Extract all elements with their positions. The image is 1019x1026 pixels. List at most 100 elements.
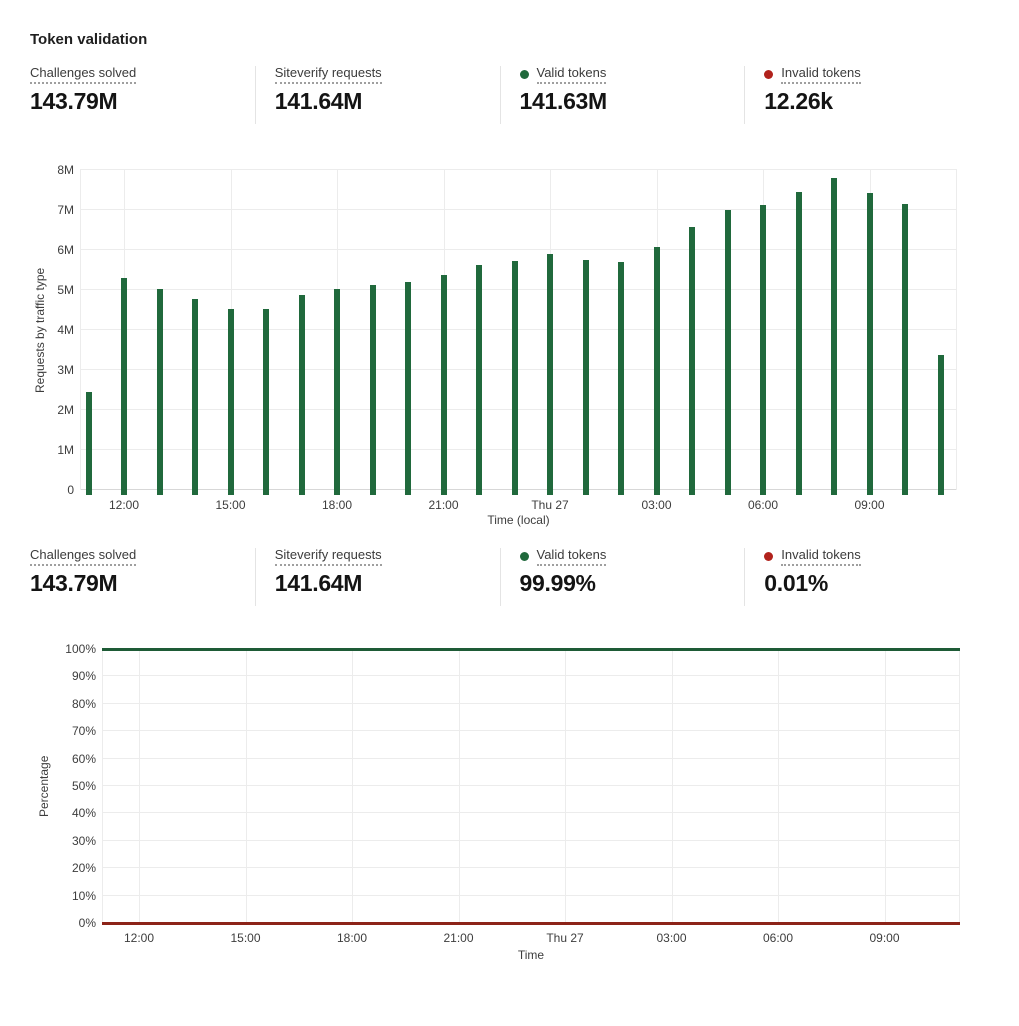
traffic-bar[interactable] <box>902 203 908 495</box>
stat-invalid-tokens: Invalid tokens 12.26k <box>744 65 989 124</box>
traffic-bar[interactable] <box>227 308 234 495</box>
y-tick-label: 50% <box>71 779 96 793</box>
traffic-bar[interactable] <box>760 205 766 495</box>
stat-value: 143.79M <box>30 570 118 596</box>
gridline-x <box>565 649 566 923</box>
y-tick-label: 10% <box>71 888 96 903</box>
y-tick-label: 60% <box>71 751 96 766</box>
y-tick-label: 2M <box>57 403 74 417</box>
bar-chart-x-axis-title: Time (local) <box>487 513 550 527</box>
stat-value: 141.64M <box>274 570 363 596</box>
gridline-y <box>80 329 957 330</box>
stat-label[interactable]: Invalid tokens <box>781 65 861 84</box>
gridline-x <box>245 649 247 923</box>
traffic-bar[interactable] <box>795 191 802 495</box>
traffic-bar[interactable] <box>653 246 660 495</box>
stat-value: 141.64M <box>274 88 363 114</box>
gridline-y <box>102 812 960 814</box>
traffic-bar[interactable] <box>298 294 305 495</box>
stat-value: 141.63M <box>519 88 608 114</box>
traffic-bar[interactable] <box>724 209 731 495</box>
traffic-bar[interactable] <box>476 264 482 495</box>
gridline-y <box>80 249 957 250</box>
stat-label[interactable]: Invalid tokens <box>781 547 861 566</box>
gridline-x <box>139 649 140 923</box>
traffic-bar[interactable] <box>405 282 411 495</box>
valid-tokens-dot-icon <box>519 551 529 561</box>
y-tick-label: 6M <box>57 243 74 257</box>
gridline-x <box>671 649 673 923</box>
gridline-y <box>102 785 960 786</box>
gridline-y <box>80 409 957 410</box>
y-tick-label: 70% <box>71 724 96 739</box>
y-tick-label: 3M <box>57 363 74 377</box>
stat-invalid-tokens: Invalid tokens 0.01% <box>744 547 989 606</box>
gridline-y <box>102 839 960 841</box>
page-title: Token validation <box>30 31 148 48</box>
gridline-y <box>80 289 957 290</box>
stats-row-bottom: Challenges solved 143.79M Siteverify req… <box>30 547 989 606</box>
x-tick-label: Thu 27 <box>531 498 569 512</box>
gridline-y <box>102 867 960 869</box>
gridline-y <box>102 894 960 896</box>
stat-label[interactable]: Siteverify requests <box>274 547 382 566</box>
y-tick-label: 40% <box>71 806 96 821</box>
stat-label[interactable]: Siteverify requests <box>274 65 382 84</box>
traffic-bar[interactable] <box>369 284 376 495</box>
valid-tokens-line <box>102 647 960 651</box>
y-tick-label: 5M <box>57 283 74 297</box>
gridline-y <box>102 730 960 732</box>
gridline-y-edge <box>956 170 957 490</box>
x-tick-label: 15:00 <box>230 931 261 945</box>
stat-label[interactable]: Valid tokens <box>536 547 607 566</box>
valid-tokens-dot-icon <box>519 69 529 79</box>
gridline-y <box>102 757 960 759</box>
traffic-bar[interactable] <box>121 277 127 495</box>
line-chart-x-axis-title: Time <box>517 948 545 962</box>
stat-label[interactable]: Challenges solved <box>30 547 137 566</box>
x-tick-label: 15:00 <box>215 498 246 512</box>
traffic-bar[interactable] <box>866 192 873 495</box>
stat-label[interactable]: Challenges solved <box>30 65 137 84</box>
bar-chart-plot[interactable] <box>80 169 957 495</box>
x-tick-label: Thu 27 <box>546 931 584 945</box>
y-tick-label: 1M <box>57 443 74 457</box>
traffic-bar[interactable] <box>156 289 163 495</box>
traffic-bar[interactable] <box>689 227 695 495</box>
y-tick-label: 0% <box>78 916 96 930</box>
traffic-bar[interactable] <box>192 298 198 495</box>
invalid-tokens-dot-icon <box>764 69 774 79</box>
x-tick-label: 03:00 <box>641 498 672 512</box>
traffic-bar[interactable] <box>618 262 624 495</box>
traffic-bar[interactable] <box>582 259 589 495</box>
traffic-bar[interactable] <box>263 309 269 495</box>
gridline-x <box>352 649 353 923</box>
y-tick-label: 80% <box>71 696 96 711</box>
stat-challenges-solved: Challenges solved 143.79M <box>30 547 255 606</box>
invalid-tokens-line <box>102 921 960 925</box>
traffic-bar[interactable] <box>831 177 837 495</box>
invalid-tokens-dot-icon <box>764 551 774 561</box>
gridline-y <box>80 449 957 450</box>
stats-row-top: Challenges solved 143.79M Siteverify req… <box>30 65 989 124</box>
traffic-bar[interactable] <box>547 254 553 495</box>
gridline-y <box>102 675 960 677</box>
line-chart-plot[interactable] <box>102 647 960 925</box>
traffic-bar[interactable] <box>440 274 447 495</box>
traffic-bar[interactable] <box>937 355 944 495</box>
x-tick-label: 06:00 <box>762 931 794 945</box>
traffic-bar[interactable] <box>511 261 518 495</box>
x-tick-label: 09:00 <box>869 931 900 945</box>
stat-value: 143.79M <box>30 88 118 114</box>
stat-value: 12.26k <box>764 88 833 114</box>
x-tick-label: 12:00 <box>123 931 155 945</box>
stat-siteverify-requests: Siteverify requests 141.64M <box>254 547 500 606</box>
gridline-y-edge <box>959 649 960 923</box>
traffic-bar[interactable] <box>334 289 340 495</box>
y-tick-label: 90% <box>71 669 96 684</box>
stat-label[interactable]: Valid tokens <box>536 65 607 84</box>
traffic-bar[interactable] <box>85 391 92 495</box>
stat-value: 0.01% <box>764 570 828 596</box>
stat-challenges-solved: Challenges solved 143.79M <box>30 65 255 124</box>
stat-valid-tokens: Valid tokens 141.63M <box>499 65 745 124</box>
